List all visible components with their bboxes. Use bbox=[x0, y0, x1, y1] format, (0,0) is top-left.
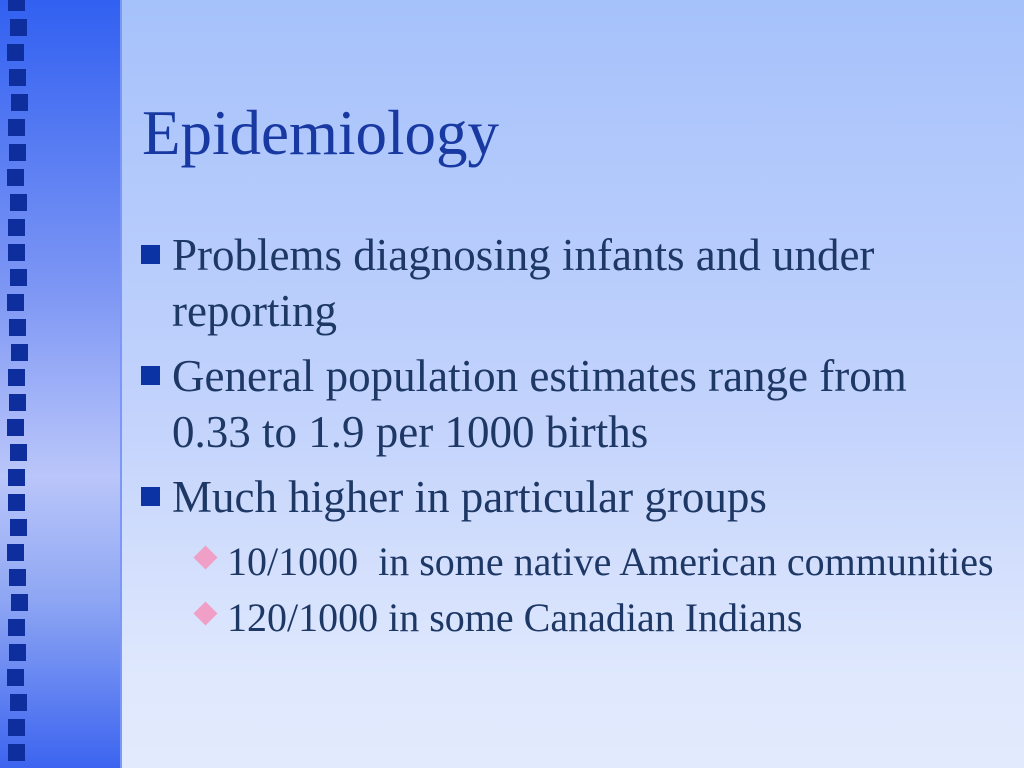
bullet-item: Problems diagnosing infants and under re… bbox=[141, 227, 1024, 339]
bullet-item: General population estimates range from … bbox=[141, 348, 1024, 460]
square-icon bbox=[8, 494, 25, 511]
square-icon bbox=[10, 19, 27, 36]
sub-bullet-text: 10/1000 in some native American communit… bbox=[227, 539, 994, 584]
square-icon bbox=[7, 44, 24, 61]
bullet-text: Much higher in particular groups bbox=[172, 472, 767, 522]
square-icon bbox=[11, 94, 28, 111]
square-icon bbox=[9, 69, 26, 86]
sub-bullet-item: 10/1000 in some native American communit… bbox=[141, 534, 1024, 590]
bullet-list: Problems diagnosing infants and under re… bbox=[141, 227, 1024, 646]
square-icon bbox=[10, 194, 27, 211]
square-bullet-icon bbox=[141, 487, 160, 506]
square-bullet-icon bbox=[141, 366, 160, 385]
square-icon bbox=[8, 619, 25, 636]
slide-title: Epidemiology bbox=[142, 98, 499, 168]
square-icon bbox=[9, 569, 26, 586]
square-icon bbox=[10, 269, 27, 286]
square-icon bbox=[8, 119, 25, 136]
square-icon bbox=[8, 719, 25, 736]
sub-bullet-item: 120/1000 in some Canadian Indians bbox=[141, 590, 1024, 646]
square-bullet-icon bbox=[141, 245, 160, 264]
square-icon bbox=[9, 644, 26, 661]
square-icon bbox=[8, 219, 25, 236]
square-icon bbox=[7, 669, 24, 686]
square-icon bbox=[7, 294, 24, 311]
square-icon bbox=[7, 544, 24, 561]
square-icon bbox=[7, 169, 24, 186]
diamond-bullet-icon bbox=[192, 600, 218, 626]
sub-bullet-text: 120/1000 in some Canadian Indians bbox=[227, 595, 803, 640]
square-icon bbox=[7, 419, 24, 436]
square-icon bbox=[10, 694, 27, 711]
slide-body: Epidemiology Problems diagnosing infants… bbox=[122, 0, 1024, 768]
square-icon bbox=[9, 394, 26, 411]
square-icon bbox=[10, 519, 27, 536]
square-icon bbox=[10, 444, 27, 461]
square-icon bbox=[9, 144, 26, 161]
square-icon bbox=[8, 0, 25, 11]
square-icon bbox=[8, 744, 25, 761]
sidebar-squares bbox=[7, 0, 28, 768]
square-icon bbox=[9, 319, 26, 336]
square-icon bbox=[8, 469, 25, 486]
diamond-bullet-icon bbox=[192, 544, 218, 570]
square-icon bbox=[11, 344, 28, 361]
bullet-text: Problems diagnosing infants and under re… bbox=[172, 230, 886, 336]
square-icon bbox=[11, 594, 28, 611]
bullet-text: General population estimates range from … bbox=[172, 351, 918, 457]
square-icon bbox=[8, 244, 25, 261]
sidebar-band bbox=[0, 0, 122, 768]
square-icon bbox=[8, 369, 25, 386]
bullet-item: Much higher in particular groups bbox=[141, 469, 1024, 525]
